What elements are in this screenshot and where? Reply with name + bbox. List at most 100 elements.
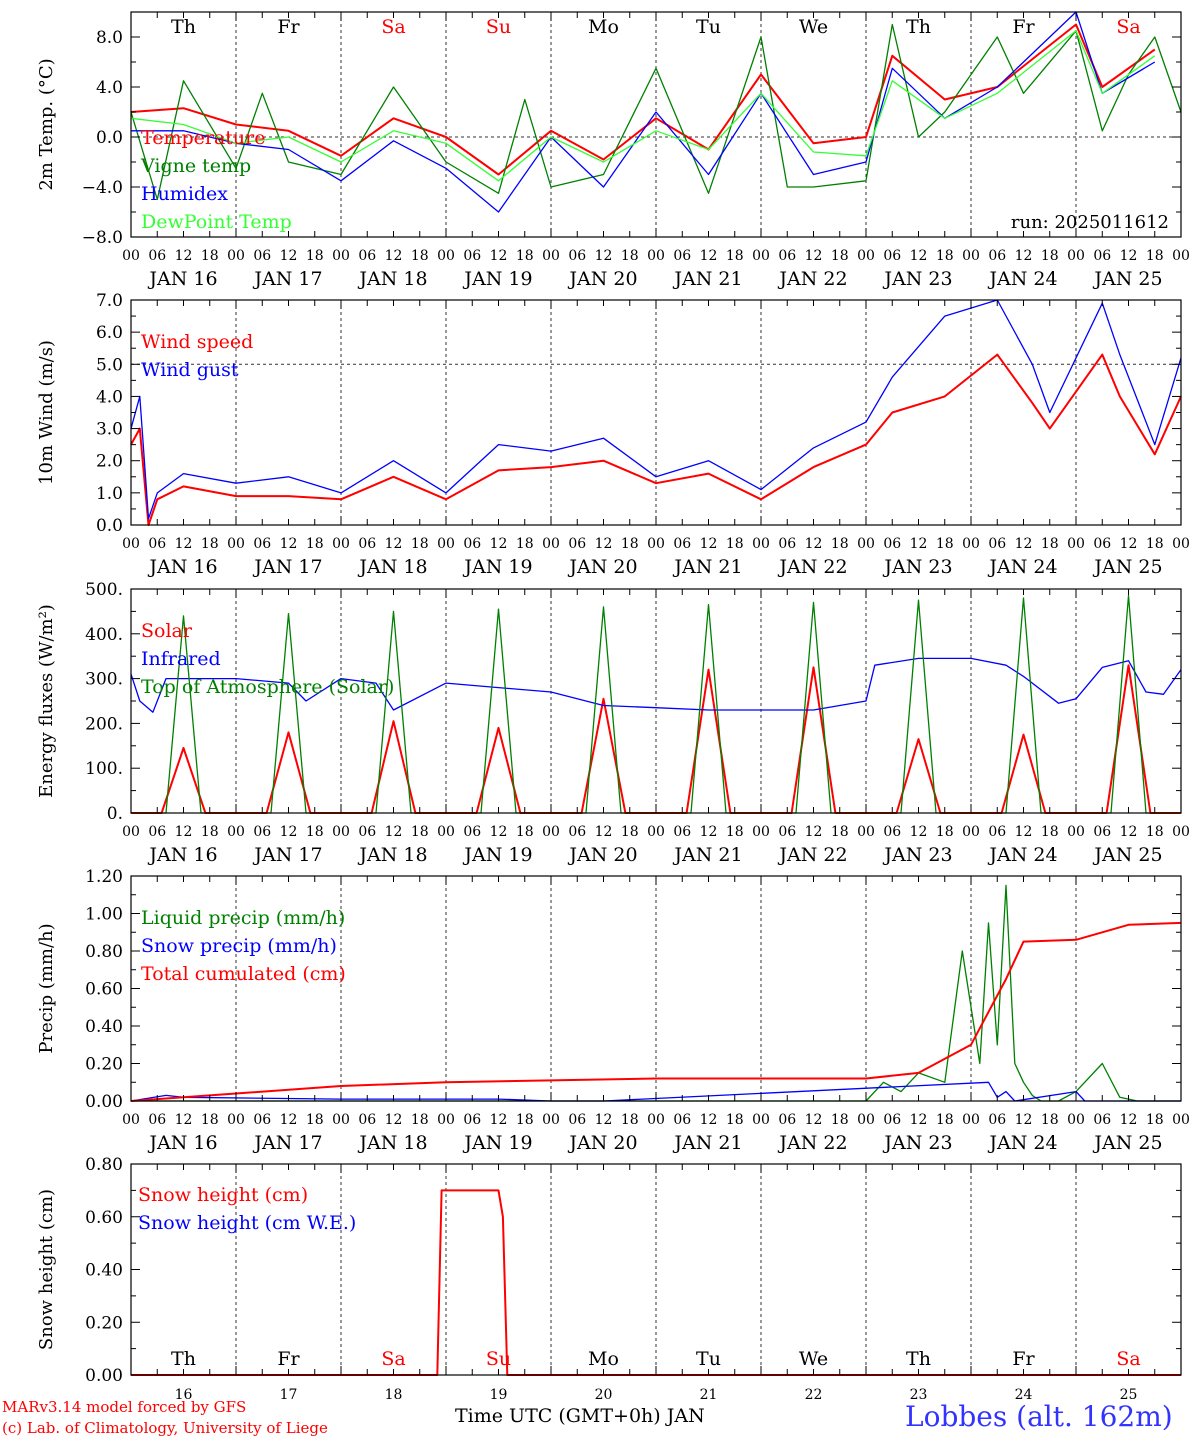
legend-entry: Snow height (cm W.E.)	[138, 1212, 356, 1234]
x-hour-label: 00	[122, 536, 140, 552]
x-hour-label: 18	[411, 824, 429, 840]
x-date-label: JAN 19	[462, 268, 532, 290]
x-date-label: JAN 23	[882, 1132, 952, 1154]
x-date-label: JAN 16	[147, 1132, 217, 1154]
x-hour-label: 00	[227, 824, 245, 840]
x-hour-label: 18	[306, 248, 324, 264]
x-hour-label: 18	[201, 1112, 219, 1128]
y-tick-label: 0.80	[85, 1155, 123, 1175]
x-hour-label: 12	[385, 536, 403, 552]
y-axis-label: Snow height (cm)	[36, 1189, 57, 1350]
y-tick-label: 100.	[85, 759, 123, 779]
x-hour-label: 00	[1067, 248, 1085, 264]
x-date-label: JAN 25	[1092, 844, 1162, 866]
x-date-label: JAN 17	[252, 1132, 322, 1154]
day-name-label: Th	[171, 16, 196, 38]
x-hour-label: 12	[175, 248, 193, 264]
y-tick-label: 0.20	[85, 1055, 123, 1075]
x-hour-label: 00	[1172, 824, 1190, 840]
plot-frame	[130, 299, 1182, 526]
y-tick-label: 0.80	[85, 942, 123, 962]
footer-model-line: MARv3.14 model forced by GFS	[2, 1398, 247, 1416]
x-hour-label: 18	[516, 536, 534, 552]
x-hour-label: 18	[831, 536, 849, 552]
legend-entry: Vigne temp	[140, 155, 251, 177]
x-hour-label: 12	[175, 536, 193, 552]
x-hour-label: 18	[621, 1112, 639, 1128]
x-date-label: JAN 21	[672, 1132, 742, 1154]
day-name-label: Sa	[381, 1348, 405, 1370]
x-hour-label: 06	[358, 536, 376, 552]
x-date-label: JAN 22	[777, 844, 847, 866]
x-hour-label: 00	[437, 536, 455, 552]
x-hour-label: 00	[542, 824, 560, 840]
x-hour-label: 06	[463, 248, 481, 264]
x-hour-label: 00	[122, 824, 140, 840]
x-hour-label: 06	[778, 1112, 796, 1128]
x-hour-label: 00	[752, 1112, 770, 1128]
x-hour-label: 06	[568, 536, 586, 552]
x-hour-label: 06	[883, 1112, 901, 1128]
run-annotation: run: 2025011612	[1011, 212, 1169, 233]
x-hour-label: 06	[988, 824, 1006, 840]
x-hour-label: 12	[910, 248, 928, 264]
x-hour-label: 06	[883, 824, 901, 840]
x-hour-label: 06	[148, 248, 166, 264]
x-hour-label: 06	[148, 536, 166, 552]
y-tick-label: −4.0	[82, 178, 123, 198]
x-hour-label: 06	[568, 248, 586, 264]
x-hour-label: 18	[411, 536, 429, 552]
x-hour-label: 00	[647, 824, 665, 840]
y-tick-label: 1.20	[85, 867, 123, 887]
x-hour-label: 12	[490, 1112, 508, 1128]
x-date-label: JAN 18	[357, 1132, 427, 1154]
day-name-label: Mo	[588, 1348, 619, 1370]
day-name-label: Sa	[381, 16, 405, 38]
x-hour-label: 06	[463, 1112, 481, 1128]
x-date-label: JAN 17	[252, 556, 322, 578]
x-hour-label: 12	[805, 1112, 823, 1128]
x-hour-label: 18	[201, 824, 219, 840]
x-hour-label: 18	[411, 1112, 429, 1128]
x-hour-label: 06	[778, 248, 796, 264]
y-tick-label: 300.	[85, 670, 123, 690]
x-hour-label: 06	[463, 824, 481, 840]
day-name-label: Th	[906, 1348, 931, 1370]
x-hour-label: 12	[700, 248, 718, 264]
x-day-number: 21	[700, 1387, 718, 1403]
x-hour-label: 12	[595, 1112, 613, 1128]
y-tick-label: 0.	[107, 804, 123, 824]
y-tick-label: 2.0	[96, 452, 123, 472]
x-date-label: JAN 23	[882, 268, 952, 290]
x-hour-label: 06	[1093, 248, 1111, 264]
x-hour-label: 00	[122, 1112, 140, 1128]
x-date-label: JAN 21	[672, 556, 742, 578]
x-hour-label: 06	[253, 536, 271, 552]
day-name-label: Su	[486, 16, 511, 38]
x-hour-label: 06	[883, 536, 901, 552]
x-hour-label: 00	[227, 248, 245, 264]
x-hour-label: 06	[148, 1112, 166, 1128]
x-hour-label: 12	[385, 1112, 403, 1128]
x-hour-label: 00	[962, 536, 980, 552]
x-hour-label: 12	[700, 1112, 718, 1128]
x-hour-label: 00	[332, 1112, 350, 1128]
x-hour-label: 00	[647, 536, 665, 552]
x-hour-label: 06	[883, 248, 901, 264]
y-tick-label: 3.0	[96, 420, 123, 440]
x-hour-label: 12	[805, 248, 823, 264]
x-hour-label: 12	[385, 248, 403, 264]
x-hour-label: 18	[1041, 824, 1059, 840]
legend-entry: Liquid precip (mm/h)	[141, 907, 345, 929]
x-hour-label: 06	[673, 248, 691, 264]
legend-entry: Humidex	[141, 183, 228, 205]
x-day-number: 18	[385, 1387, 403, 1403]
x-hour-label: 00	[857, 248, 875, 264]
x-hour-label: 00	[647, 248, 665, 264]
x-hour-label: 06	[1093, 824, 1111, 840]
y-tick-label: 200.	[85, 714, 123, 734]
panel-3: 0. 100. 200. 300. 400. 500. Energy fluxes (W/m…	[36, 580, 1190, 866]
x-day-number: 19	[490, 1387, 508, 1403]
series-line	[130, 921, 1182, 1102]
